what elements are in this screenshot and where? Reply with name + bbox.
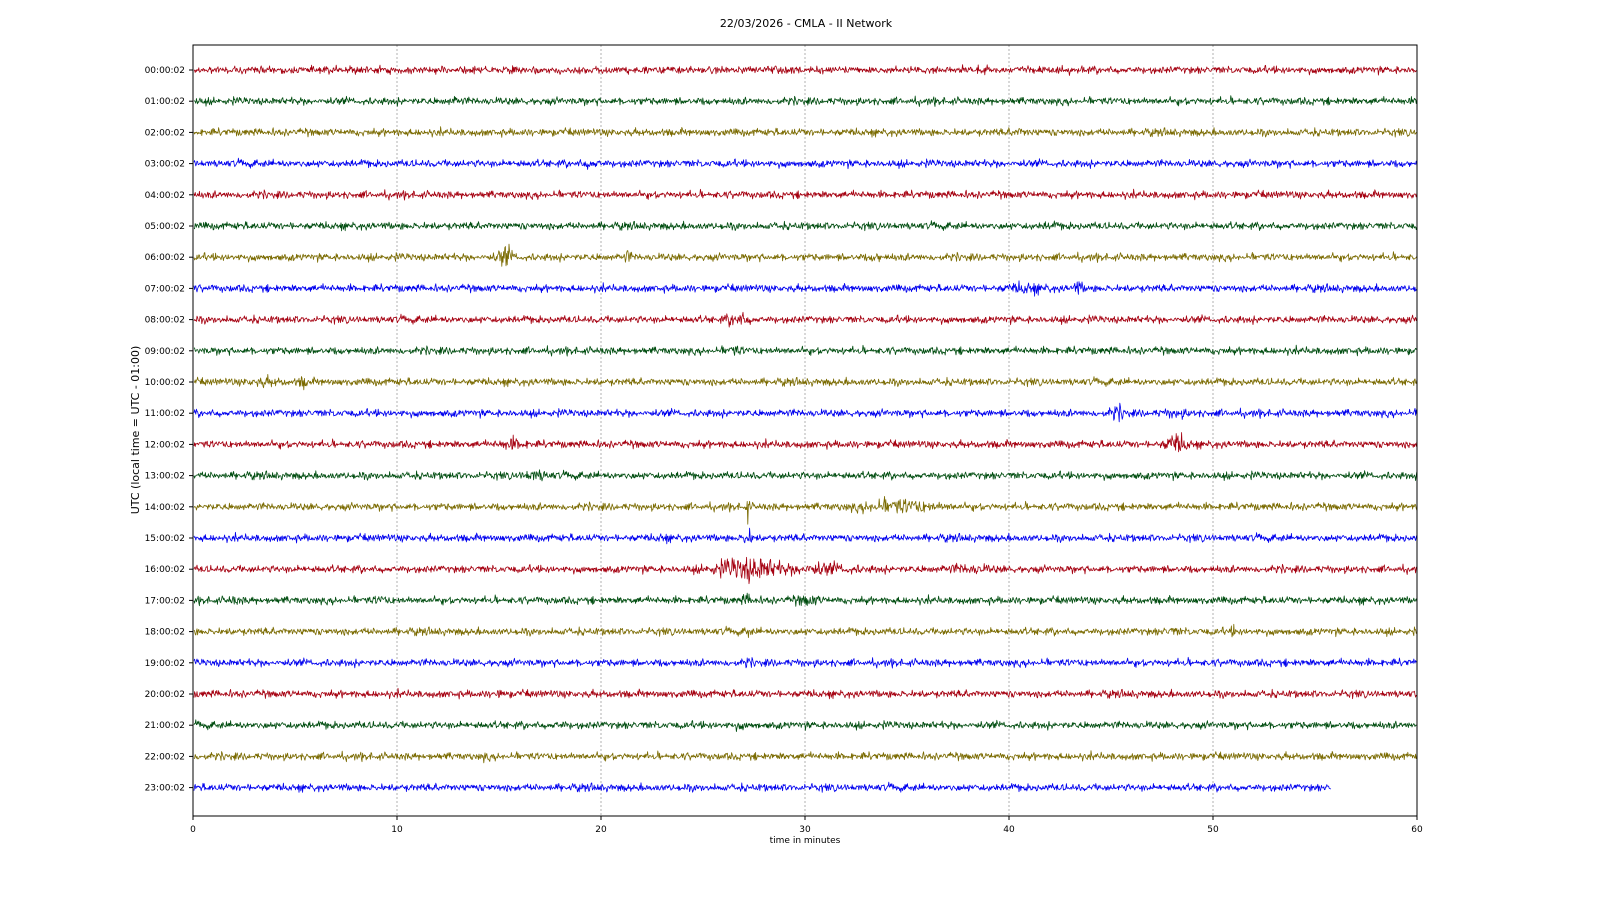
y-tick-label: 02:00:02: [145, 128, 185, 138]
y-tick-label: 22:00:02: [145, 752, 185, 762]
seismogram-trace-160002: [193, 556, 1418, 585]
seismogram-trace-170002: [193, 592, 1418, 607]
y-tick-label: 03:00:02: [145, 160, 185, 170]
y-tick-label: 15:00:02: [145, 534, 185, 544]
seismogram-trace-080002: [193, 311, 1418, 328]
seismogram-trace-110002: [193, 402, 1418, 423]
seismogram-trace-090002: [193, 344, 1418, 357]
x-tick-label: 10: [391, 825, 403, 835]
y-tick-label: 11:00:02: [145, 409, 185, 419]
y-tick-label: 20:00:02: [145, 690, 185, 700]
seismogram-trace-100002: [193, 374, 1418, 391]
seismogram-trace-190002: [193, 656, 1417, 669]
seismogram-trace-000002: [193, 64, 1417, 76]
y-axis-label: UTC (local time = UTC - 01:00): [129, 346, 142, 515]
seismogram-trace-020002: [193, 126, 1417, 138]
y-tick-label: 23:00:02: [145, 784, 185, 794]
y-tick-label: 13:00:02: [145, 472, 185, 482]
seismogram-trace-050002: [193, 220, 1418, 232]
y-tick-label: 09:00:02: [145, 347, 185, 357]
seismogram-trace-200002: [193, 687, 1417, 700]
y-tick-label: 04:00:02: [145, 191, 185, 201]
x-tick-label: 0: [190, 825, 196, 835]
y-tick-label: 08:00:02: [145, 316, 185, 326]
x-tick-label: 40: [1003, 825, 1015, 835]
y-axis-hour-ticks: 00:00:02 01:00:02 02:00:02 03:00:02 04:00:02…: [145, 66, 193, 794]
x-gridlines: [396, 45, 1214, 816]
seismogram-trace-030002: [193, 157, 1418, 170]
seismogram-trace-130002: [193, 469, 1418, 482]
x-tick-label: 50: [1207, 825, 1219, 835]
seismogram-trace-120002: [193, 432, 1418, 453]
y-tick-label: 17:00:02: [145, 596, 185, 606]
seismogram-trace-060002: [193, 243, 1418, 267]
seismogram-trace-150002: [193, 527, 1418, 545]
x-tick-label: 30: [799, 825, 811, 835]
seismogram-trace-040002: [193, 188, 1418, 201]
x-tick-label: 20: [595, 825, 607, 835]
y-tick-label: 00:00:02: [145, 66, 185, 76]
seismogram-trace-180002: [193, 623, 1418, 638]
chart-title: 22/03/2026 - CMLA - II Network: [720, 17, 893, 30]
seismogram-trace-070002: [193, 280, 1418, 297]
y-tick-label: 05:00:02: [145, 222, 185, 232]
y-tick-label: 06:00:02: [145, 253, 185, 263]
x-axis-label: time in minutes: [770, 836, 841, 846]
x-tick-label: 60: [1411, 825, 1423, 835]
y-tick-label: 18:00:02: [145, 628, 185, 638]
seismogram-trace-220002: [193, 750, 1418, 764]
seismogram-trace-140002: [193, 496, 1418, 525]
y-tick-label: 10:00:02: [145, 378, 185, 388]
x-axis-minute-ticks: 0 10 20 30 40 50 60: [190, 816, 1423, 835]
y-tick-label: 21:00:02: [145, 721, 185, 731]
y-tick-label: 12:00:02: [145, 440, 185, 450]
y-tick-label: 16:00:02: [145, 565, 185, 575]
seismogram-traces: [193, 64, 1418, 793]
seismogram-trace-210002: [193, 719, 1417, 732]
y-tick-label: 01:00:02: [145, 97, 185, 107]
y-tick-label: 07:00:02: [145, 284, 185, 294]
seismogram-trace-230002: [193, 781, 1332, 793]
seismogram-trace-010002: [193, 95, 1418, 107]
y-tick-label: 14:00:02: [145, 503, 185, 513]
y-tick-label: 19:00:02: [145, 659, 185, 669]
